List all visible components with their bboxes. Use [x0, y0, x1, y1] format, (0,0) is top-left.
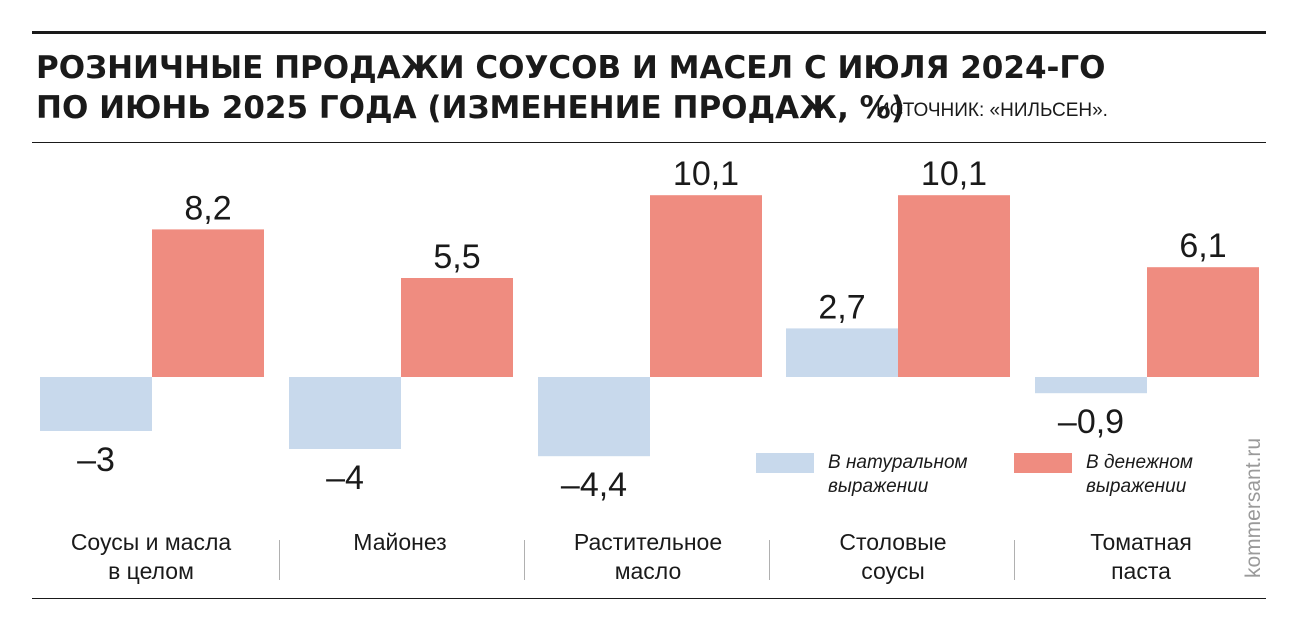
- data-label-monetary-2: 10,1: [673, 155, 739, 193]
- bar-monetary-3: [898, 195, 1010, 377]
- legend-natural-line-2: выражении: [828, 476, 929, 497]
- data-label-natural-3: 2,7: [818, 288, 865, 326]
- bar-natural-0: [40, 377, 152, 431]
- bar-monetary-0: [152, 229, 264, 377]
- category-3-line-1: Столовые: [839, 529, 947, 555]
- category-label-table-sauces: Столовые соусы: [773, 528, 1013, 586]
- category-2-line-2: масло: [614, 558, 682, 584]
- bottom-rule: [32, 598, 1266, 599]
- header-rule: [32, 142, 1266, 143]
- top-rule: [32, 31, 1266, 34]
- legend-swatch-monetary: [1014, 453, 1072, 473]
- category-label-vegetable-oil: Растительное масло: [528, 528, 768, 586]
- legend-label-monetary: В денежном выражении: [1086, 451, 1193, 499]
- bar-natural-2: [538, 377, 650, 457]
- category-separator: [524, 540, 525, 580]
- bar-natural-3: [786, 328, 898, 377]
- category-1-line-1: Майонез: [353, 529, 447, 555]
- data-label-monetary-4: 6,1: [1179, 227, 1226, 265]
- legend-swatch-natural: [756, 453, 814, 473]
- data-label-natural-2: –4,4: [561, 466, 627, 504]
- category-2-line-1: Растительное: [573, 529, 723, 555]
- chart-title-line-2: ПО ИЮНЬ 2025 ГОДА (ИЗМЕНЕНИЕ ПРОДАЖ, %): [36, 90, 905, 126]
- bar-monetary-1: [401, 278, 513, 377]
- data-label-monetary-0: 8,2: [184, 189, 231, 227]
- legend-natural-line-1: В натуральном: [828, 452, 968, 473]
- category-0-line-2: в целом: [108, 558, 194, 584]
- category-separator: [769, 540, 770, 580]
- bar-monetary-4: [1147, 267, 1259, 377]
- category-separator: [279, 540, 280, 580]
- bar-monetary-2: [650, 195, 762, 377]
- data-label-natural-0: –3: [77, 441, 115, 479]
- category-separator: [1014, 540, 1015, 580]
- category-4-line-1: Томатная: [1090, 529, 1192, 555]
- site-watermark: kommersant.ru: [1242, 437, 1265, 578]
- legend-monetary-line-2: выражении: [1086, 476, 1187, 497]
- category-label-mayonnaise: Майонез: [280, 528, 520, 557]
- source-note: ИСТОЧНИК: «НИЛЬСЕН».: [876, 100, 1108, 121]
- category-0-line-1: Соусы и масла: [70, 529, 232, 555]
- legend-monetary-line-1: В денежном: [1086, 452, 1193, 473]
- bar-natural-1: [289, 377, 401, 449]
- category-label-tomato-paste: Томатная паста: [1021, 528, 1261, 586]
- category-3-line-2: соусы: [861, 558, 925, 584]
- data-label-monetary-1: 5,5: [433, 238, 480, 276]
- data-label-monetary-3: 10,1: [921, 155, 987, 193]
- data-label-natural-1: –4: [326, 459, 364, 497]
- legend-label-natural: В натуральном выражении: [828, 451, 968, 499]
- chart-title-line-1: РОЗНИЧНЫЕ ПРОДАЖИ СОУСОВ И МАСЕЛ С ИЮЛЯ …: [36, 50, 1106, 86]
- category-label-sauces-and-oils-total: Соусы и масла в целом: [31, 528, 271, 586]
- data-label-natural-4: –0,9: [1058, 403, 1124, 441]
- category-4-line-2: паста: [1111, 558, 1171, 584]
- bar-natural-4: [1035, 377, 1147, 394]
